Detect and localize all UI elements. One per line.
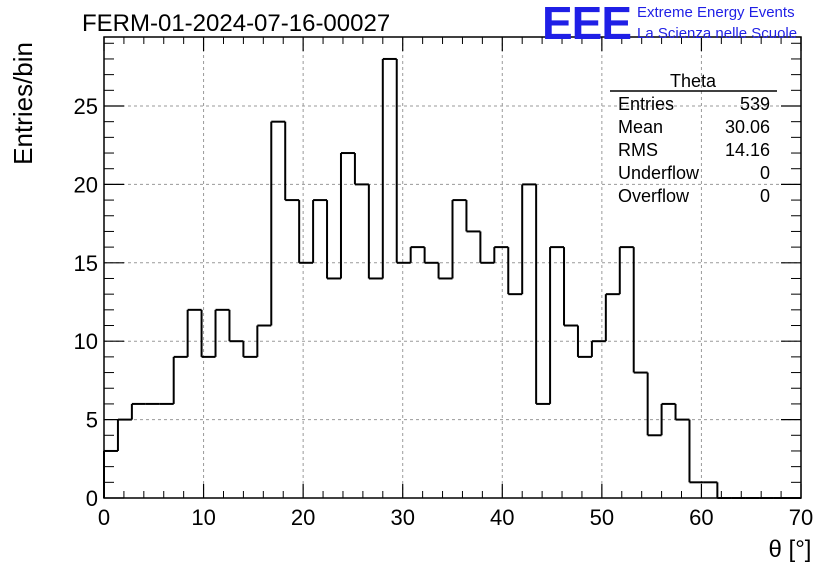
x-tick-label: 30 [390,505,414,530]
plot-frame [103,36,802,499]
x-tick-label: 60 [689,505,713,530]
tick-labels: 0 10 20 30 40 50 60 70 0 5 10 15 20 25 [74,94,814,530]
stats-value: 0 [760,186,770,206]
y-tick-label: 25 [74,94,98,119]
stats-value: 14.16 [725,140,770,160]
logo-line-2: La Scienza nelle Scuole [637,25,798,42]
stats-label: Mean [618,117,663,137]
stats-value: 0 [760,163,770,183]
y-tick-label: 20 [74,172,98,197]
x-tick-label: 20 [291,505,315,530]
stats-box: Theta Entries 539 Mean 30.06 RMS 14.16 Underfl… [610,71,777,206]
stats-label: Underflow [618,163,700,183]
x-tick-label: 70 [789,505,813,530]
histogram-bins [103,57,801,499]
x-tick-label: 40 [490,505,514,530]
x-tick-label: 0 [98,505,110,530]
y-tick-label: 5 [86,408,98,433]
y-tick-label: 15 [74,251,98,276]
stats-title: Theta [670,71,717,91]
stats-value: 30.06 [725,117,770,137]
y-tick-label: 0 [86,486,98,511]
stats-value: 539 [740,94,770,114]
grid-lines [104,37,801,498]
y-axis-label: Entries/bin [8,42,38,165]
stats-label: RMS [618,140,658,160]
stats-label: Entries [618,94,674,114]
eee-logo: EEE [542,0,632,49]
x-tick-label: 10 [191,505,215,530]
x-axis-label: θ [°] [769,536,812,563]
plot-title: FERM-01-2024-07-16-00027 [82,10,391,37]
logo-line-1: Extreme Energy Events [637,4,795,21]
stats-label: Overflow [618,186,690,206]
x-tick-label: 50 [590,505,614,530]
y-tick-label: 10 [74,329,98,354]
